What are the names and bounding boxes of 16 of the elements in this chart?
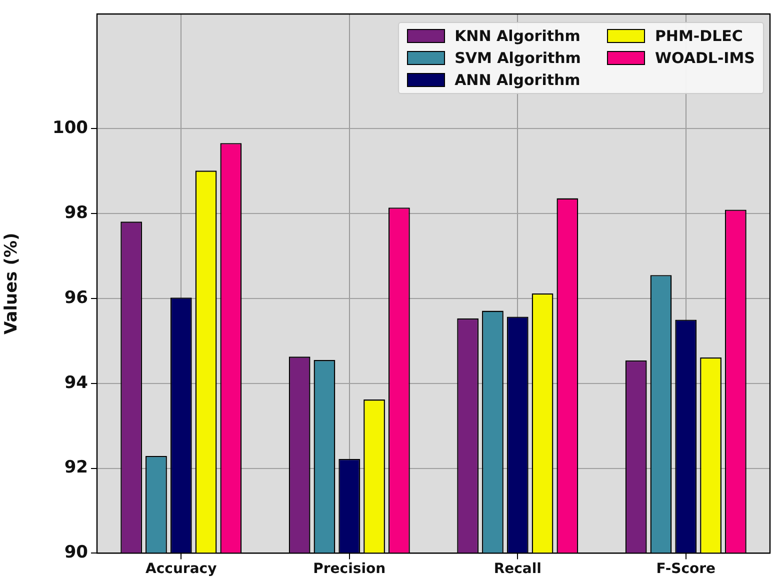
legend-label: WOADL-IMS [654, 49, 755, 67]
x-tick-label: Recall [494, 561, 542, 578]
y-tick-label: 96 [64, 288, 88, 308]
x-tick-label: Accuracy [146, 561, 217, 578]
y-tick-label: 98 [64, 202, 88, 223]
y-tick-label: 90 [64, 542, 88, 563]
legend-label: ANN Algorithm [454, 71, 580, 89]
legend-label: PHM-DLEC [654, 27, 743, 45]
y-tick-label: 92 [64, 458, 88, 478]
y-tick-label: 94 [64, 372, 88, 393]
x-tick-label: Precision [313, 561, 386, 578]
legend-label: KNN Algorithm [454, 27, 580, 45]
legend-label: SVM Algorithm [454, 49, 581, 67]
x-tick-label: F-Score [656, 561, 716, 578]
y-axis-title: Values (%) [2, 232, 22, 334]
y-tick-label: 100 [52, 118, 88, 138]
